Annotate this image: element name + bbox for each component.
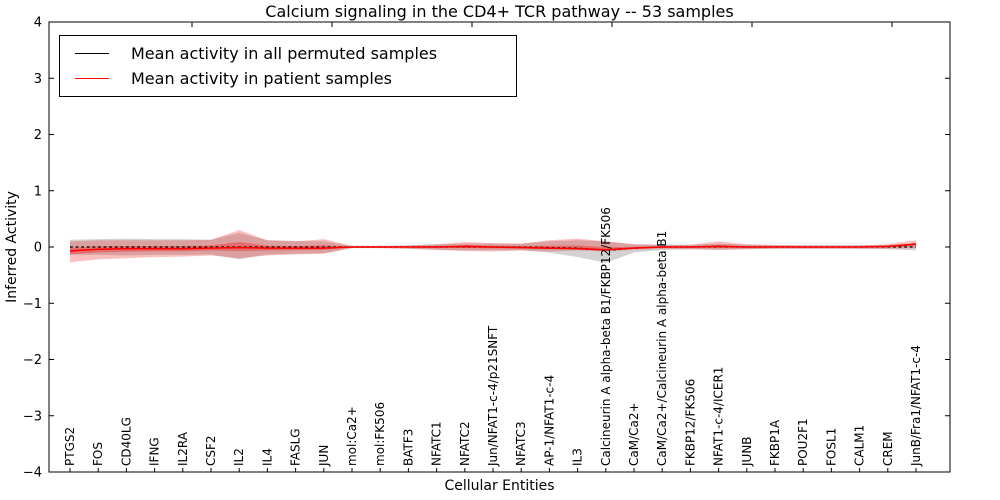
x-tick-label: CREM (881, 431, 895, 466)
chart-title: Calcium signaling in the CD4+ TCR pathwa… (265, 2, 734, 21)
x-tick-label: IL2RA (176, 431, 190, 466)
x-tick-label: AP-1/NFAT1-c-4 (542, 375, 556, 466)
x-tick-label: Calcineurin A alpha-beta B1/FKBP12/FK506 (599, 207, 613, 466)
x-tick-label: FOSL1 (824, 428, 838, 466)
x-tick-label: mol:FK506 (373, 402, 387, 466)
x-tick-label: BATF3 (401, 429, 415, 466)
permuted-mean-line (70, 246, 916, 252)
x-tick-label: NFATC2 (458, 421, 472, 466)
x-tick-label: IFNG (148, 437, 162, 466)
y-axis-label: Inferred Activity (4, 191, 20, 303)
legend: Mean activity in all permuted samples Me… (59, 35, 517, 97)
permuted-line-sample (75, 53, 109, 55)
y-tick-label: −2 (23, 353, 42, 368)
x-tick-label: CD40LG (119, 417, 133, 466)
y-tick-label: 4 (34, 16, 42, 31)
y-tick-label: 2 (34, 128, 42, 143)
x-tick-label: CaM/Ca2+ (627, 402, 641, 466)
x-tick-label: mol:Ca2+ (345, 406, 359, 466)
y-tick-label: −1 (23, 297, 42, 312)
x-tick-label: IL3 (571, 448, 585, 466)
x-tick-label: POU2F1 (796, 418, 810, 466)
y-tick-label: −4 (23, 466, 42, 481)
x-tick-label: IL2 (232, 448, 246, 466)
y-tick-label: −3 (23, 409, 42, 424)
x-tick-label: NFAT1-c-4/ICER1 (712, 367, 726, 466)
x-tick-label: FKBP12/FK506 (683, 379, 697, 466)
y-tick-label: 1 (34, 184, 42, 199)
y-tick-label: 0 (34, 241, 42, 256)
x-tick-label: FOS (91, 442, 105, 466)
patient-band-inner (70, 241, 916, 255)
x-tick-label: CALM1 (853, 425, 867, 466)
x-tick-label: CSF2 (204, 435, 218, 466)
legend-label-permuted: Mean activity in all permuted samples (131, 43, 438, 63)
permuted-band (70, 232, 916, 263)
x-tick-label: JunB/Fra1/NFAT1-c-4 (909, 345, 923, 467)
legend-item-permuted: Mean activity in all permuted samples (75, 45, 516, 63)
x-tick-label: JUNB (740, 436, 754, 467)
x-tick-label: IL4 (260, 448, 274, 466)
x-axis-label: Cellular Entities (444, 478, 555, 494)
x-tick-label: NFATC1 (430, 421, 444, 466)
patient-mean-line (69, 243, 917, 252)
x-tick-label: FASLG (289, 428, 303, 466)
x-tick-label: Jun/NFAT1-c-4/p21SNFT (486, 325, 500, 467)
legend-item-patient: Mean activity in patient samples (75, 68, 516, 88)
patient-line-sample (75, 77, 109, 79)
x-tick-label: JUN (317, 445, 331, 467)
x-tick-label: PTGS2 (63, 427, 77, 466)
patient-band-outer (70, 230, 916, 263)
x-tick-label: NFATC3 (514, 421, 528, 466)
x-tick-label: CaM/Ca2+/Calcineurin A alpha-beta B1 (655, 231, 669, 466)
legend-label-patient: Mean activity in patient samples (131, 68, 392, 88)
y-tick-label: 3 (34, 72, 42, 87)
x-tick-label: FKBP1A (768, 419, 782, 466)
